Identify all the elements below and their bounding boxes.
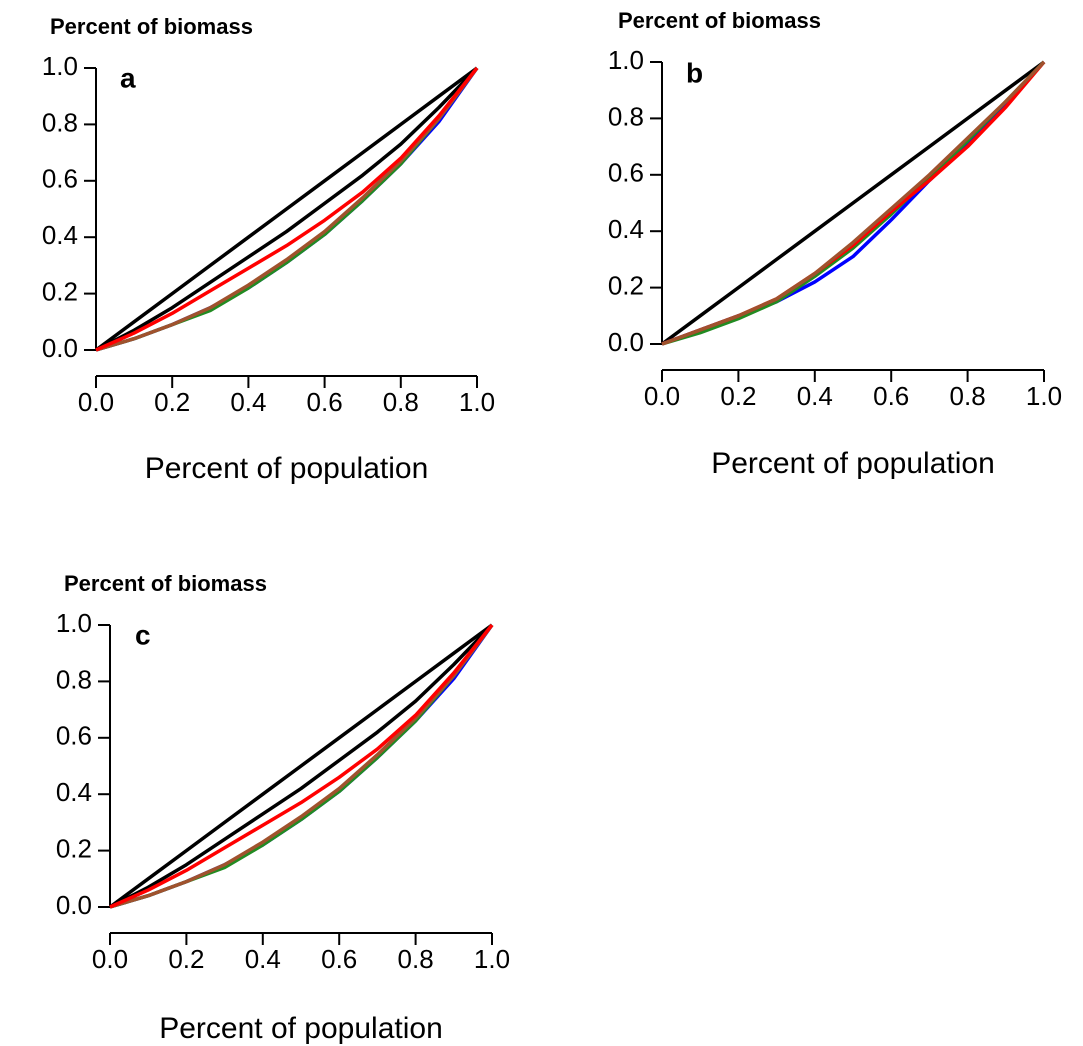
y-tick-label: 0.6 — [56, 721, 92, 751]
y-tick-label: 0.2 — [608, 270, 644, 300]
y-tick-label: 0.4 — [608, 214, 644, 244]
y-tick-label: 0.0 — [608, 327, 644, 357]
panel: Percent of biomass c Percent of population… — [56, 571, 510, 1045]
y-tick-label: 1.0 — [608, 45, 644, 75]
series-line — [661, 60, 1046, 346]
panel-letter: b — [686, 57, 703, 88]
panel: Percent of biomass a Percent of population… — [42, 14, 495, 485]
y-axis-title: Percent of biomass — [64, 571, 267, 596]
y-tick-label: 0.8 — [608, 101, 644, 131]
y-tick-label: 0.8 — [56, 664, 92, 694]
series-line — [109, 623, 494, 909]
x-tick-label: 0.8 — [398, 944, 434, 974]
series-line — [660, 60, 1046, 346]
y-tick-label: 0.2 — [56, 833, 92, 863]
series-line — [109, 623, 494, 909]
series-line — [94, 66, 479, 352]
x-tick-label: 1.0 — [1026, 381, 1062, 411]
panel-letter: c — [135, 619, 151, 650]
x-tick-label: 0.0 — [644, 381, 680, 411]
y-tick-label: 1.0 — [56, 608, 92, 638]
x-tick-label: 0.6 — [307, 387, 343, 417]
y-axis-title: Percent of biomass — [50, 14, 253, 39]
series-line — [95, 66, 479, 352]
y-axis-title: Percent of biomass — [618, 8, 821, 33]
x-tick-label: 1.0 — [459, 387, 495, 417]
y-tick-label: 0.4 — [42, 220, 78, 250]
x-tick-label: 0.4 — [245, 944, 281, 974]
y-tick-label: 0.0 — [42, 333, 78, 363]
x-axis-title: Percent of population — [159, 1012, 443, 1045]
x-tick-label: 0.2 — [720, 381, 756, 411]
x-tick-label: 0.4 — [797, 381, 833, 411]
x-tick-label: 0.8 — [950, 381, 986, 411]
y-tick-label: 0.8 — [42, 107, 78, 137]
x-tick-label: 0.0 — [92, 944, 128, 974]
y-tick-label: 0.4 — [56, 777, 92, 807]
x-tick-label: 0.2 — [168, 944, 204, 974]
x-tick-label: 0.8 — [383, 387, 419, 417]
x-tick-label: 0.2 — [154, 387, 190, 417]
x-tick-label: 0.0 — [78, 387, 114, 417]
series-line — [108, 623, 494, 909]
y-tick-label: 1.0 — [42, 51, 78, 81]
x-axis-title: Percent of population — [145, 452, 429, 485]
panel-letter: a — [120, 62, 136, 93]
x-tick-label: 0.6 — [873, 381, 909, 411]
panel: Percent of biomass b Percent of population… — [608, 8, 1062, 480]
series-line — [95, 66, 479, 352]
series-line — [109, 623, 494, 909]
x-axis-title: Percent of population — [711, 447, 995, 480]
x-tick-label: 0.4 — [230, 387, 266, 417]
y-tick-label: 0.6 — [608, 158, 644, 188]
x-tick-label: 0.6 — [321, 944, 357, 974]
y-tick-label: 0.0 — [56, 890, 92, 920]
y-tick-label: 0.2 — [42, 276, 78, 306]
x-tick-label: 1.0 — [474, 944, 510, 974]
y-tick-label: 0.6 — [42, 164, 78, 194]
series-line — [95, 66, 479, 352]
